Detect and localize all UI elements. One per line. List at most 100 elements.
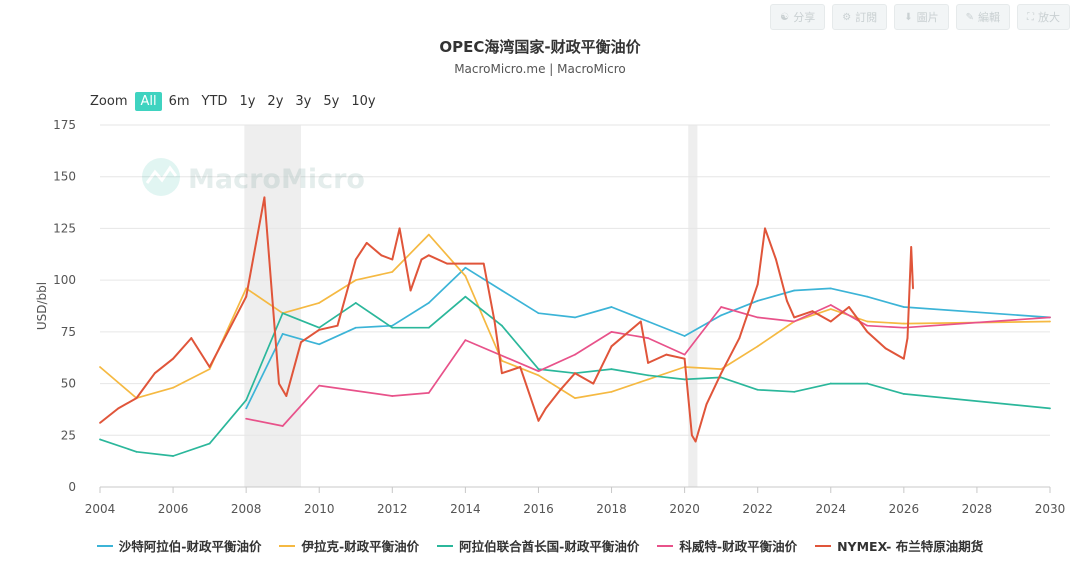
series-2-point-15 <box>647 374 649 377</box>
legend-item-0[interactable]: 沙特阿拉伯-财政平衡油价 <box>96 536 261 555</box>
y-tick-label-150: 150 <box>53 170 76 184</box>
series-4-point-2 <box>135 397 138 399</box>
series-4-point-46 <box>775 258 777 261</box>
series-2-point-5 <box>281 312 284 315</box>
shaded-period-1 <box>688 125 698 487</box>
series-lines <box>99 196 1051 457</box>
legend-item-4[interactable]: NYMEX- 布兰特原油期货 <box>815 536 983 555</box>
series-3-point-10 <box>683 353 686 356</box>
y-tick-label-50: 50 <box>61 377 76 391</box>
edit-button[interactable]: ✎ 編輯 <box>955 4 1010 30</box>
series-4-point-24 <box>464 262 467 265</box>
series-2-point-4 <box>245 399 248 402</box>
series-4-point-54 <box>902 357 905 360</box>
series-1-point-9 <box>427 233 430 236</box>
series-2-point-23 <box>1049 407 1051 410</box>
series-3-point-14 <box>829 304 832 306</box>
series-4-point-50 <box>829 320 832 323</box>
series-2-point-14 <box>610 368 613 370</box>
zoom-all-button[interactable]: All <box>135 92 162 111</box>
series-3-point-13 <box>793 320 796 323</box>
series-4-point-8 <box>245 295 248 298</box>
zoom-2y-button[interactable]: 2y <box>267 94 284 109</box>
series-4-point-9 <box>263 196 266 199</box>
legend-label-1: 伊拉克-财政平衡油价 <box>301 539 420 554</box>
x-tick-label-2012: 2012 <box>377 502 408 516</box>
series-4-point-23 <box>446 262 449 265</box>
zoom-1y-button[interactable]: 1y <box>239 94 256 109</box>
series-4-point-10 <box>278 382 280 385</box>
series-0-point-14 <box>756 299 759 302</box>
legend-swatch-2 <box>437 544 454 547</box>
series-4-point-38 <box>683 357 686 360</box>
series-4-point-43 <box>738 337 741 339</box>
series-4-point-33 <box>592 382 595 385</box>
series-0-point-18 <box>902 306 905 308</box>
series-2-point-20 <box>829 382 832 385</box>
x-tick-label-2006: 2006 <box>158 502 189 516</box>
zoom-10y-button[interactable]: 10y <box>351 94 376 109</box>
image-button[interactable]: ⬇ 圖片 <box>894 4 949 30</box>
series-4-point-15 <box>354 258 357 261</box>
series-1-point-4 <box>245 287 248 290</box>
share-icon: ☯ <box>780 11 790 23</box>
series-0-point-6 <box>464 266 467 269</box>
series-3-point-16 <box>902 326 905 329</box>
series-3-point-12 <box>756 316 759 319</box>
series-line-0 <box>245 266 1051 409</box>
series-4-point-22 <box>427 254 430 257</box>
series-0-point-9 <box>574 316 576 319</box>
watermark-icon <box>142 158 180 196</box>
series-3-point-1 <box>281 425 284 427</box>
series-4-point-36 <box>647 361 649 364</box>
share-button[interactable]: ☯ 分享 <box>770 4 826 30</box>
legend-item-1[interactable]: 伊拉克-财政平衡油价 <box>279 536 419 555</box>
series-4-point-3 <box>153 372 156 375</box>
series-4-point-30 <box>544 407 547 410</box>
series-2-point-17 <box>720 376 723 379</box>
zoom-selector: Zoom All 6m YTD 1y 2y 3y 5y 10y <box>90 92 381 111</box>
x-tick-label-2004: 2004 <box>85 502 116 516</box>
series-4-point-39 <box>691 434 693 437</box>
series-2-point-3 <box>208 442 211 445</box>
enlarge-button[interactable]: ⛶ 放大 <box>1017 4 1070 30</box>
series-4-point-6 <box>208 366 211 368</box>
series-3-point-11 <box>720 306 723 308</box>
series-2-point-10 <box>464 295 467 298</box>
series-4-point-17 <box>380 254 383 257</box>
subscribe-button[interactable]: ⚙ 訂閱 <box>832 4 888 30</box>
legend-item-3[interactable]: 科威特-财政平衡油价 <box>657 536 797 555</box>
legend-label-4: NYMEX- 布兰特原油期货 <box>837 539 984 554</box>
x-tick-label-2030: 2030 <box>1035 502 1066 516</box>
zoom-3y-button[interactable]: 3y <box>295 94 312 109</box>
legend-swatch-4 <box>815 544 832 547</box>
series-4-point-18 <box>391 258 394 261</box>
series-1-point-3 <box>208 368 211 370</box>
series-2-point-19 <box>793 390 796 393</box>
series-4-point-19 <box>398 227 401 230</box>
series-4-point-7 <box>226 330 229 333</box>
chart-toolbar: ☯ 分享 ⚙ 訂閱 ⬇ 圖片 ✎ 編輯 ⛶ 放大 <box>770 4 1070 30</box>
series-4-point-31 <box>559 388 562 391</box>
series-2-point-6 <box>318 326 321 329</box>
series-0-point-16 <box>829 287 832 290</box>
zoom-6m-button[interactable]: 6m <box>168 94 190 109</box>
series-4-point-48 <box>793 316 796 319</box>
series-1-point-14 <box>610 390 613 393</box>
series-4-point-40 <box>694 440 697 443</box>
subscribe-label: 訂閱 <box>855 11 878 24</box>
zoom-ytd-button[interactable]: YTD <box>201 94 228 109</box>
series-3-point-15 <box>866 324 869 327</box>
legend-item-2[interactable]: 阿拉伯联合酋长国-财政平衡油价 <box>437 536 639 555</box>
series-2-point-9 <box>427 326 430 329</box>
x-tick-label-2014: 2014 <box>450 502 481 516</box>
series-4-point-26 <box>493 320 496 323</box>
series-4-point-4 <box>172 357 174 360</box>
series-0-point-17 <box>866 295 869 298</box>
series-4-point-41 <box>705 403 708 406</box>
series-4-point-28 <box>519 366 522 368</box>
series-0-point-15 <box>793 289 796 292</box>
y-tick-label-75: 75 <box>61 325 76 339</box>
zoom-5y-button[interactable]: 5y <box>323 94 340 109</box>
series-4-point-29 <box>537 419 540 422</box>
